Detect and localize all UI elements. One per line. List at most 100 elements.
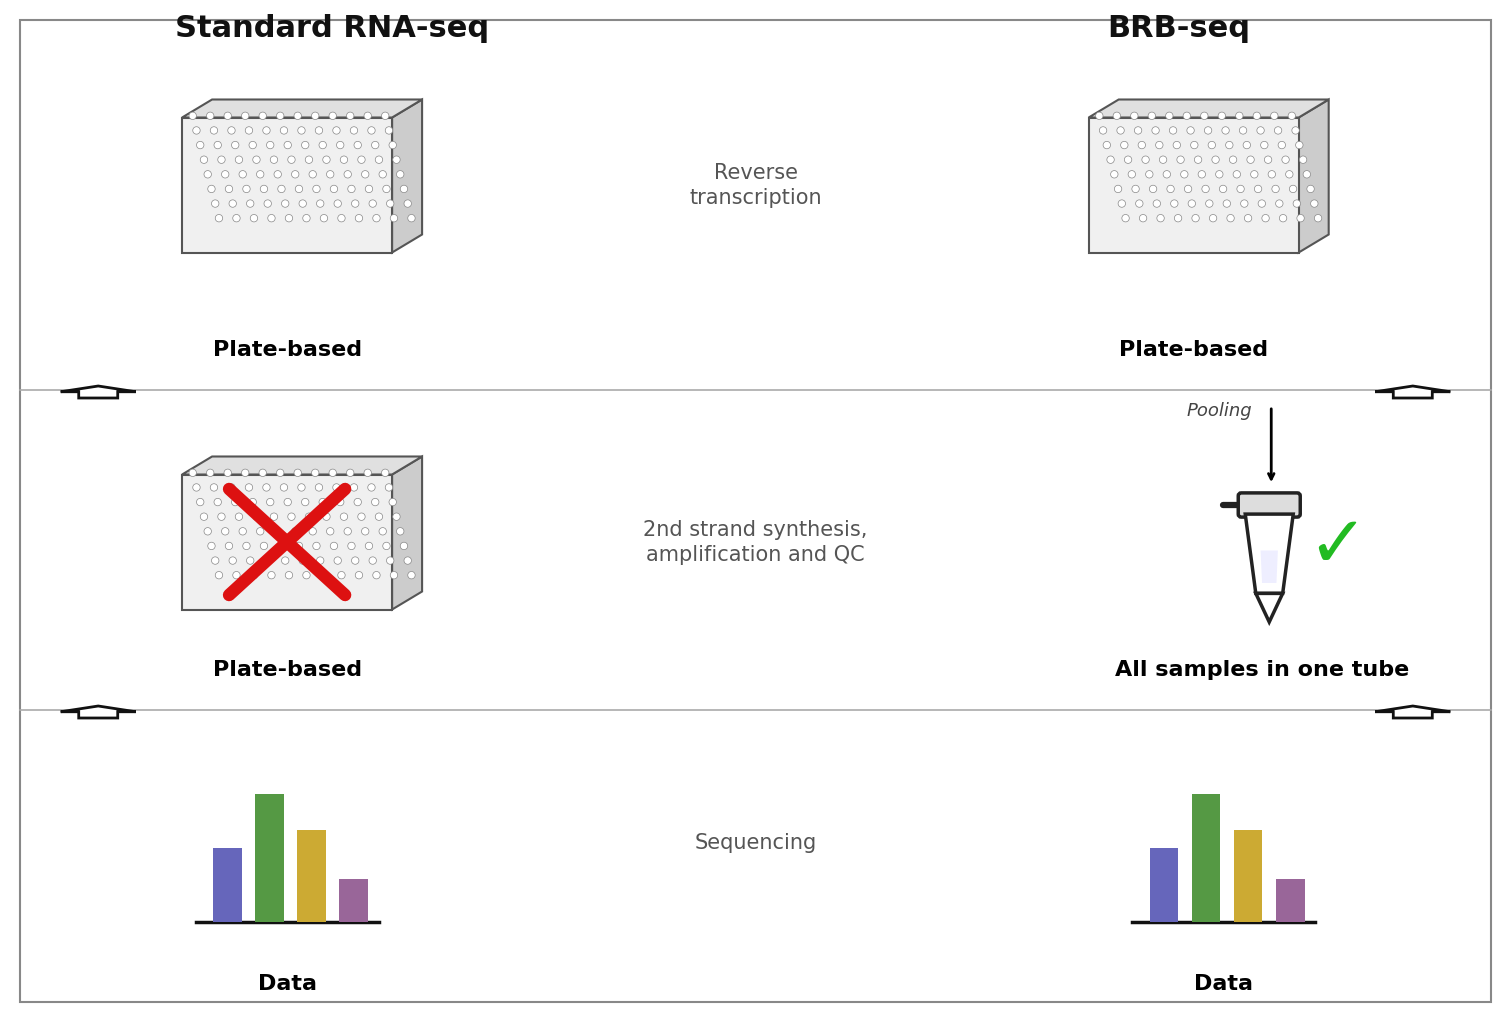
Circle shape xyxy=(1307,185,1315,193)
Circle shape xyxy=(1219,185,1227,193)
Circle shape xyxy=(1198,171,1206,178)
Circle shape xyxy=(1185,185,1192,193)
Circle shape xyxy=(245,483,252,492)
Circle shape xyxy=(1145,171,1153,178)
Circle shape xyxy=(242,469,249,476)
Circle shape xyxy=(189,112,196,120)
Circle shape xyxy=(230,557,236,564)
Circle shape xyxy=(1192,214,1200,222)
Bar xyxy=(1192,794,1221,923)
Circle shape xyxy=(239,171,246,178)
Circle shape xyxy=(228,483,236,492)
Circle shape xyxy=(340,156,348,164)
Circle shape xyxy=(1194,156,1201,164)
Circle shape xyxy=(354,499,361,506)
Circle shape xyxy=(260,543,267,550)
Circle shape xyxy=(375,156,382,164)
Circle shape xyxy=(320,214,328,222)
Circle shape xyxy=(231,141,239,148)
Circle shape xyxy=(212,557,219,564)
Circle shape xyxy=(345,171,352,178)
Circle shape xyxy=(1186,127,1194,134)
Circle shape xyxy=(286,214,293,222)
Circle shape xyxy=(323,156,331,164)
Circle shape xyxy=(358,513,366,520)
Circle shape xyxy=(1222,200,1230,207)
Circle shape xyxy=(311,469,319,476)
Circle shape xyxy=(299,557,307,564)
Circle shape xyxy=(242,112,249,120)
Bar xyxy=(213,848,242,923)
Circle shape xyxy=(1299,156,1307,164)
Circle shape xyxy=(233,214,240,222)
Polygon shape xyxy=(1298,99,1328,253)
Circle shape xyxy=(313,543,320,550)
Circle shape xyxy=(403,200,411,207)
Circle shape xyxy=(1100,127,1106,134)
Circle shape xyxy=(1310,200,1318,207)
Circle shape xyxy=(1130,112,1138,120)
Bar xyxy=(1234,829,1263,923)
Circle shape xyxy=(264,557,272,564)
Circle shape xyxy=(346,112,354,120)
Polygon shape xyxy=(1245,514,1293,593)
Polygon shape xyxy=(391,99,422,253)
Circle shape xyxy=(249,141,257,148)
Circle shape xyxy=(338,571,345,579)
Circle shape xyxy=(331,543,337,550)
Circle shape xyxy=(1135,127,1142,134)
Circle shape xyxy=(231,499,239,506)
Circle shape xyxy=(1183,112,1191,120)
Circle shape xyxy=(1206,200,1213,207)
Circle shape xyxy=(302,571,310,579)
Circle shape xyxy=(305,513,313,520)
Circle shape xyxy=(245,127,252,134)
Circle shape xyxy=(319,141,326,148)
Circle shape xyxy=(1268,171,1275,178)
Circle shape xyxy=(1295,141,1302,148)
Text: Data: Data xyxy=(257,974,317,994)
Circle shape xyxy=(408,214,416,222)
Circle shape xyxy=(1165,112,1173,120)
Circle shape xyxy=(316,557,323,564)
Circle shape xyxy=(1241,200,1248,207)
Polygon shape xyxy=(183,457,422,474)
Polygon shape xyxy=(1260,551,1278,583)
Circle shape xyxy=(373,571,381,579)
Circle shape xyxy=(284,499,292,506)
Circle shape xyxy=(246,557,254,564)
Circle shape xyxy=(1139,214,1147,222)
Text: ✓: ✓ xyxy=(1307,512,1367,582)
Text: transcription: transcription xyxy=(689,188,822,208)
Circle shape xyxy=(388,499,396,506)
Circle shape xyxy=(400,543,408,550)
Circle shape xyxy=(215,499,222,506)
Circle shape xyxy=(1265,156,1272,164)
Circle shape xyxy=(1103,141,1111,148)
Circle shape xyxy=(375,513,382,520)
Circle shape xyxy=(396,527,403,535)
Circle shape xyxy=(225,185,233,193)
Circle shape xyxy=(1124,156,1132,164)
Circle shape xyxy=(230,200,236,207)
Circle shape xyxy=(329,112,337,120)
Circle shape xyxy=(367,483,375,492)
Circle shape xyxy=(366,543,373,550)
Circle shape xyxy=(1222,127,1230,134)
Polygon shape xyxy=(1089,99,1328,118)
Circle shape xyxy=(257,171,264,178)
Circle shape xyxy=(1225,141,1233,148)
Circle shape xyxy=(1159,156,1166,164)
Circle shape xyxy=(1289,185,1296,193)
Polygon shape xyxy=(1089,118,1298,253)
Circle shape xyxy=(1121,141,1129,148)
Circle shape xyxy=(396,171,403,178)
Circle shape xyxy=(266,141,273,148)
Circle shape xyxy=(295,112,301,120)
Circle shape xyxy=(215,214,222,222)
Circle shape xyxy=(326,527,334,535)
Circle shape xyxy=(334,557,341,564)
Circle shape xyxy=(379,171,387,178)
Circle shape xyxy=(1204,127,1212,134)
Text: Plate-based: Plate-based xyxy=(213,340,361,360)
